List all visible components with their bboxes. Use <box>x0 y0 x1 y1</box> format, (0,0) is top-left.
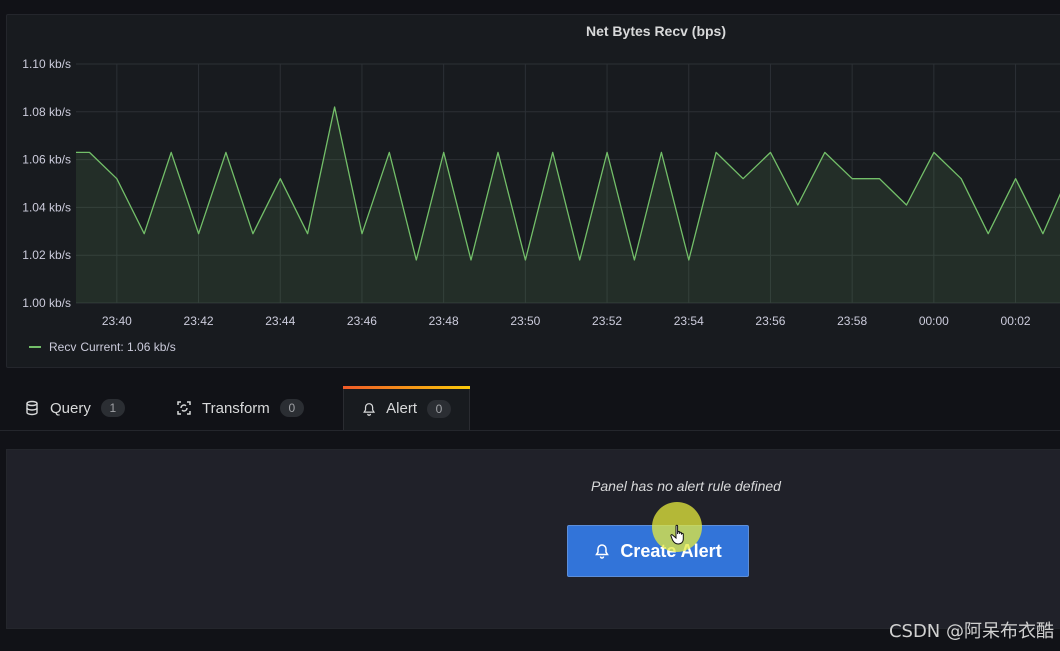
y-tick-label: 1.04 kb/s <box>22 200 71 214</box>
tab-query[interactable]: Query 1 <box>6 386 143 430</box>
tab-alert-label: Alert <box>386 400 417 417</box>
panel-title[interactable]: Net Bytes Recv (bps) <box>585 23 727 39</box>
x-tick-label: 23:40 <box>102 314 132 328</box>
tab-alert[interactable]: Alert 0 <box>343 386 470 430</box>
empty-message: Panel has no alert rule defined <box>591 478 781 494</box>
tab-transform-count: 0 <box>279 399 304 417</box>
y-tick-label: 1.06 kb/s <box>22 153 71 167</box>
x-tick-label: 23:58 <box>837 314 867 328</box>
editor-tabs: Query 1 Transform 0 Alert 0 <box>0 386 1060 430</box>
watermark: CSDN @阿呆布衣酷 <box>888 621 1054 642</box>
transform-icon <box>177 401 191 415</box>
graph-panel: Net Bytes Recv (bps) 1.00 kb/s 1.02 kb/s 1… <box>6 14 1060 368</box>
legend-series-name[interactable]: Recv <box>49 340 77 354</box>
x-tick-label: 23:50 <box>510 314 540 328</box>
legend[interactable]: Recv Current: 1.06 kb/s <box>29 340 176 354</box>
bell-icon <box>363 402 376 416</box>
tab-divider <box>0 430 1060 431</box>
x-tick-label: 23:54 <box>674 314 704 328</box>
y-tick-label: 1.10 kb/s <box>22 57 71 71</box>
y-tick-label: 1.00 kb/s <box>22 296 71 310</box>
chart: 1.00 kb/s 1.02 kb/s 1.04 kb/s 1.06 kb/s 1.08… <box>22 57 1060 328</box>
legend-current-value: Current: 1.06 kb/s <box>80 340 176 354</box>
tab-query-count: 1 <box>100 399 125 417</box>
y-tick-label: 1.02 kb/s <box>22 248 71 262</box>
tab-alert-count: 0 <box>427 399 451 418</box>
legend-swatch <box>29 346 41 348</box>
x-tick-label: 23:52 <box>592 314 622 328</box>
series-line-recv <box>76 106 1060 261</box>
database-icon <box>26 400 38 416</box>
x-tick-label: 23:46 <box>347 314 377 328</box>
x-tick-label: 23:44 <box>265 314 295 328</box>
alert-editor: Panel has no alert rule defined Create A… <box>0 431 1060 651</box>
alert-empty-state: Panel has no alert rule defined Create A… <box>6 449 1060 629</box>
y-tick-label: 1.08 kb/s <box>22 105 71 119</box>
tab-query-label: Query <box>50 399 91 417</box>
series-area-recv <box>76 107 1060 303</box>
hand-cursor-icon <box>670 524 684 545</box>
x-tick-label: 23:48 <box>429 314 459 328</box>
x-tick-label: 00:02 <box>1001 314 1031 328</box>
x-tick-label: 23:42 <box>184 314 214 328</box>
bell-icon <box>595 544 610 559</box>
x-tick-label: 23:56 <box>755 314 785 328</box>
x-tick-label: 00:00 <box>919 314 949 328</box>
tab-transform-label: Transform <box>202 399 270 417</box>
tab-transform[interactable]: Transform 0 <box>158 386 322 430</box>
